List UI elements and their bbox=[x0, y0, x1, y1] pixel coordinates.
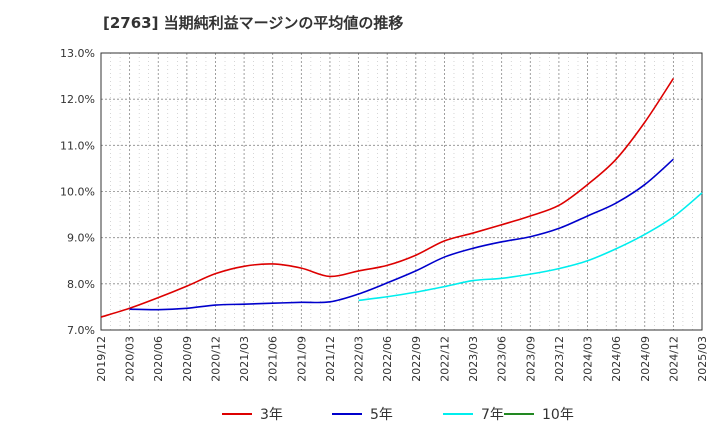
x-tick-label: 2025/03 bbox=[696, 336, 709, 382]
x-tick-label: 2024/09 bbox=[639, 336, 652, 382]
legend-label-1: 5年 bbox=[370, 407, 393, 423]
x-tick-label: 2024/12 bbox=[667, 336, 680, 382]
x-tick-label: 2024/06 bbox=[610, 336, 623, 382]
x-tick-label: 2023/06 bbox=[496, 336, 509, 382]
y-tick-label: 13.0% bbox=[60, 47, 95, 60]
x-tick-label: 2024/03 bbox=[582, 336, 595, 382]
y-tick-label: 11.0% bbox=[60, 139, 95, 152]
x-tick-label: 2020/12 bbox=[209, 336, 222, 382]
x-tick-label: 2020/06 bbox=[152, 336, 165, 382]
legend-label-2: 7年 bbox=[481, 407, 504, 423]
y-tick-label: 7.0% bbox=[67, 324, 95, 337]
x-tick-label: 2019/12 bbox=[95, 336, 108, 382]
series-line-1 bbox=[129, 158, 674, 311]
series-line-2 bbox=[358, 192, 703, 302]
x-tick-label: 2023/12 bbox=[553, 336, 566, 382]
x-tick-label: 2021/03 bbox=[238, 336, 251, 382]
chart-title: [2763] 当期純利益マージンの平均値の推移 bbox=[103, 14, 404, 32]
x-tick-label: 2022/12 bbox=[438, 336, 451, 382]
legend-label-0: 3年 bbox=[260, 407, 283, 423]
y-tick-label: 8.0% bbox=[67, 278, 95, 291]
x-tick-label: 2023/03 bbox=[467, 336, 480, 382]
x-tick-label: 2020/03 bbox=[124, 336, 137, 382]
series-line-0 bbox=[100, 77, 675, 318]
y-tick-label: 9.0% bbox=[67, 232, 95, 245]
y-tick-label: 10.0% bbox=[60, 186, 95, 199]
x-tick-label: 2022/03 bbox=[353, 336, 366, 382]
y-tick-label: 12.0% bbox=[60, 93, 95, 106]
x-tick-label: 2021/06 bbox=[267, 336, 280, 382]
x-tick-label: 2021/09 bbox=[295, 336, 308, 382]
x-tick-label: 2022/09 bbox=[410, 336, 423, 382]
legend-label-3: 10年 bbox=[542, 407, 574, 423]
x-tick-label: 2023/09 bbox=[524, 336, 537, 382]
plot-frame bbox=[100, 52, 703, 331]
x-tick-label: 2021/12 bbox=[324, 336, 337, 382]
x-tick-label: 2022/06 bbox=[381, 336, 394, 382]
x-tick-label: 2020/09 bbox=[181, 336, 194, 382]
